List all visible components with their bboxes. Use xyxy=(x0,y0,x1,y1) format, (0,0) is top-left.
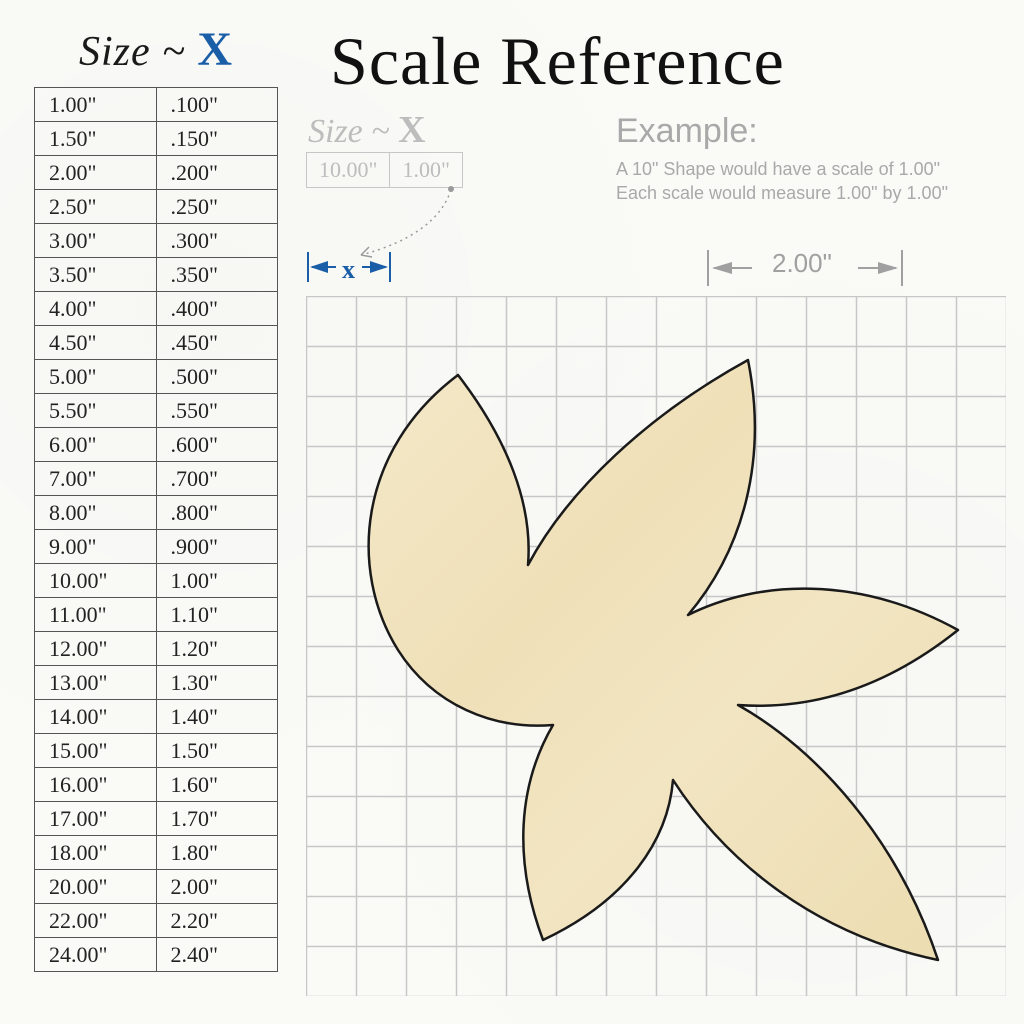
table-cell: 15.00" xyxy=(35,734,157,768)
table-cell: 1.20" xyxy=(156,632,278,666)
table-row: 20.00"2.00" xyxy=(35,870,278,904)
table-row: 7.00".700" xyxy=(35,462,278,496)
table-row: 3.00".300" xyxy=(35,224,278,258)
table-cell: 8.00" xyxy=(35,496,157,530)
table-cell: .500" xyxy=(156,360,278,394)
table-row: 2.00".200" xyxy=(35,156,278,190)
table-cell: 18.00" xyxy=(35,836,157,870)
mini-cell-size: 10.00" xyxy=(307,153,390,188)
table-cell: .550" xyxy=(156,394,278,428)
table-row: 1.00".100" xyxy=(35,88,278,122)
size-header-x: X xyxy=(197,23,233,76)
table-cell: 2.50" xyxy=(35,190,157,224)
table-row: 10.00"1.00" xyxy=(35,564,278,598)
table-cell: 10.00" xyxy=(35,564,157,598)
size-header-prefix: Size ~ xyxy=(79,29,197,75)
table-cell: 1.40" xyxy=(156,700,278,734)
table-row: 14.00"1.40" xyxy=(35,700,278,734)
two-inch-label: 2.00" xyxy=(772,248,832,279)
page-title: Scale Reference xyxy=(330,22,785,101)
size-table: Size ~ X 1.00".100"1.50".150"2.00".200"2… xyxy=(34,22,278,972)
table-row: 15.00"1.50" xyxy=(35,734,278,768)
table-row: 4.50".450" xyxy=(35,326,278,360)
table-cell: 2.00" xyxy=(35,156,157,190)
table-cell: 6.00" xyxy=(35,428,157,462)
table-row: 3.50".350" xyxy=(35,258,278,292)
table-row: 17.00"1.70" xyxy=(35,802,278,836)
mini-example-table: 10.00" 1.00" xyxy=(306,152,463,188)
table-cell: .450" xyxy=(156,326,278,360)
table-row: 12.00"1.20" xyxy=(35,632,278,666)
example-title: Example: xyxy=(616,112,1016,151)
table-cell: 1.00" xyxy=(35,88,157,122)
example-text: A 10" Shape would have a scale of 1.00" … xyxy=(616,157,1016,206)
table-cell: 12.00" xyxy=(35,632,157,666)
table-cell: 1.30" xyxy=(156,666,278,700)
table-cell: 9.00" xyxy=(35,530,157,564)
table-cell: 1.50" xyxy=(35,122,157,156)
size-table-header: Size ~ X xyxy=(34,22,278,77)
table-cell: 2.00" xyxy=(156,870,278,904)
table-cell: 4.00" xyxy=(35,292,157,326)
table-cell: .150" xyxy=(156,122,278,156)
table-cell: 2.40" xyxy=(156,938,278,972)
table-cell: 1.00" xyxy=(156,564,278,598)
table-row: 18.00"1.80" xyxy=(35,836,278,870)
table-cell: .200" xyxy=(156,156,278,190)
table-row: 11.00"1.10" xyxy=(35,598,278,632)
table-cell: 14.00" xyxy=(35,700,157,734)
table-cell: 1.10" xyxy=(156,598,278,632)
table-row: 5.00".500" xyxy=(35,360,278,394)
example-line-1: A 10" Shape would have a scale of 1.00" xyxy=(616,157,1016,181)
table-cell: 3.00" xyxy=(35,224,157,258)
x-marker-label: x xyxy=(342,255,355,285)
table-cell: 13.00" xyxy=(35,666,157,700)
table-cell: .250" xyxy=(156,190,278,224)
table-cell: .400" xyxy=(156,292,278,326)
table-cell: 1.60" xyxy=(156,768,278,802)
table-cell: 24.00" xyxy=(35,938,157,972)
mini-header-x: X xyxy=(398,109,425,151)
table-cell: 4.50" xyxy=(35,326,157,360)
table-cell: 20.00" xyxy=(35,870,157,904)
table-cell: 1.80" xyxy=(156,836,278,870)
table-cell: 22.00" xyxy=(35,904,157,938)
example-line-2: Each scale would measure 1.00" by 1.00" xyxy=(616,181,1016,205)
table-cell: 7.00" xyxy=(35,462,157,496)
table-cell: 2.20" xyxy=(156,904,278,938)
table-cell: 1.50" xyxy=(156,734,278,768)
table-row: 8.00".800" xyxy=(35,496,278,530)
table-cell: .700" xyxy=(156,462,278,496)
table-cell: .900" xyxy=(156,530,278,564)
example-block: Example: A 10" Shape would have a scale … xyxy=(616,112,1016,206)
table-cell: .300" xyxy=(156,224,278,258)
table-row: 16.00"1.60" xyxy=(35,768,278,802)
table-cell: 3.50" xyxy=(35,258,157,292)
table-cell: .800" xyxy=(156,496,278,530)
table-row: 5.50".550" xyxy=(35,394,278,428)
table-row: 13.00"1.30" xyxy=(35,666,278,700)
table-cell: 1.70" xyxy=(156,802,278,836)
table-row: 1.50".150" xyxy=(35,122,278,156)
table-cell: 16.00" xyxy=(35,768,157,802)
table-cell: 17.00" xyxy=(35,802,157,836)
table-row: 4.00".400" xyxy=(35,292,278,326)
mini-header-prefix: Size ~ xyxy=(308,113,398,150)
size-data-table: 1.00".100"1.50".150"2.00".200"2.50".250"… xyxy=(34,87,278,972)
reference-grid xyxy=(306,296,1006,996)
table-row: 24.00"2.40" xyxy=(35,938,278,972)
mini-cell-scale: 1.00" xyxy=(390,153,462,188)
table-row: 22.00"2.20" xyxy=(35,904,278,938)
table-cell: 5.00" xyxy=(35,360,157,394)
table-row: 6.00".600" xyxy=(35,428,278,462)
table-row: 2.50".250" xyxy=(35,190,278,224)
mini-size-header: Size ~ X xyxy=(308,108,426,152)
table-row: 9.00".900" xyxy=(35,530,278,564)
title-text: Scale Reference xyxy=(330,23,785,99)
table-cell: .600" xyxy=(156,428,278,462)
table-cell: .350" xyxy=(156,258,278,292)
table-cell: 5.50" xyxy=(35,394,157,428)
table-cell: 11.00" xyxy=(35,598,157,632)
table-cell: .100" xyxy=(156,88,278,122)
